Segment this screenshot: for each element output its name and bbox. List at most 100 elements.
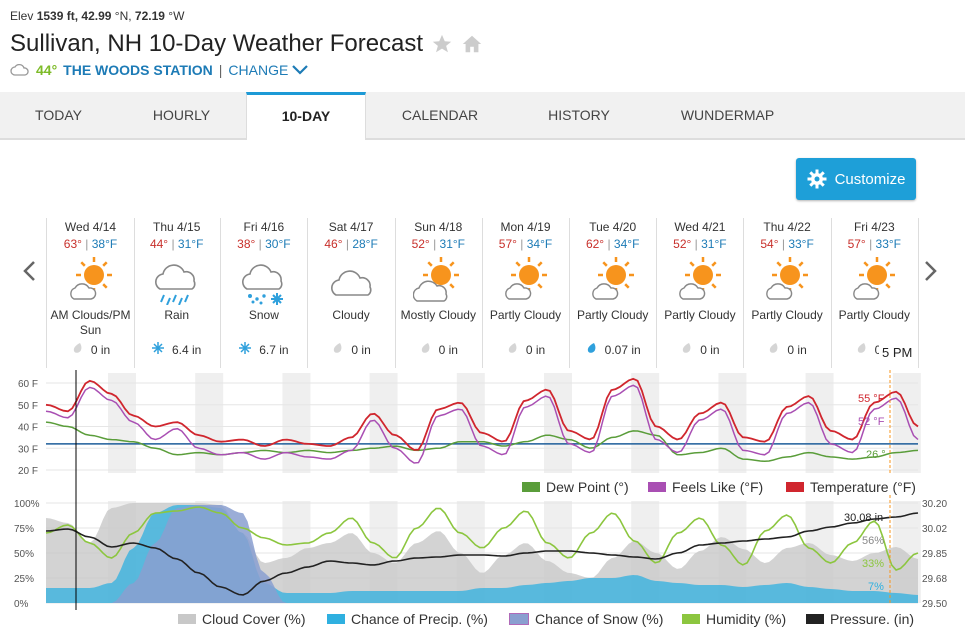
low-temp: 31°F bbox=[439, 237, 466, 251]
legend-cloud-cover[interactable]: Cloud Cover (%) bbox=[178, 611, 305, 627]
hover-value: 26 ° bbox=[866, 449, 886, 461]
prev-arrow-icon[interactable] bbox=[22, 258, 36, 289]
legend-swatch bbox=[327, 614, 345, 624]
day-temps: 57° | 34°F bbox=[498, 237, 553, 251]
y-tick-label-left: 0% bbox=[14, 599, 29, 610]
time-badge: 5 PM bbox=[879, 345, 916, 360]
day-name: Tue 4/20 bbox=[589, 220, 637, 234]
legend-feels-like[interactable]: Feels Like (°F) bbox=[648, 479, 763, 495]
raindrop-icon bbox=[680, 342, 692, 357]
legend-swatch bbox=[786, 482, 804, 492]
precip-value: 0 in bbox=[90, 342, 111, 357]
legend-label: Chance of Precip. (%) bbox=[351, 611, 488, 627]
day-card[interactable]: Thu 4/15 44° | 31°F Rain 6.4 in bbox=[133, 218, 222, 368]
day-strip: Wed 4/14 63° | 38°F AM Clouds/PM Sun 0 in Th… bbox=[46, 218, 919, 368]
day-card[interactable]: Wed 4/14 63° | 38°F AM Clouds/PM Sun 0 in bbox=[46, 218, 135, 368]
y-tick-label-left: 50% bbox=[14, 549, 34, 560]
gear-icon bbox=[807, 169, 827, 189]
star-icon[interactable] bbox=[431, 33, 453, 55]
legend-chance-snow[interactable]: Chance of Snow (%) bbox=[509, 611, 663, 627]
y-tick-label-left: 25% bbox=[14, 574, 34, 585]
change-label: CHANGE bbox=[228, 62, 289, 78]
legend-label: Dew Point (°) bbox=[546, 479, 629, 495]
day-temps: 63° | 38°F bbox=[63, 237, 118, 251]
day-temps: 46° | 28°F bbox=[324, 237, 378, 251]
low-temp: 34°F bbox=[526, 237, 553, 251]
tab-today[interactable]: TODAY bbox=[35, 107, 82, 123]
y-tick-label-right: 29.50 bbox=[922, 599, 947, 610]
raindrop-icon bbox=[71, 342, 83, 357]
condition-text: Partly Cloudy bbox=[751, 308, 823, 322]
hover-value: 7% bbox=[868, 581, 884, 593]
day-name: Fri 4/16 bbox=[243, 220, 285, 234]
legend-label: Chance of Snow (%) bbox=[535, 611, 664, 627]
station-row: 44° THE WOODS STATION | CHANGE bbox=[10, 62, 309, 78]
partly-cloudy-icon bbox=[853, 257, 896, 300]
home-icon[interactable] bbox=[461, 33, 483, 55]
day-card[interactable]: Wed 4/21 52° | 31°F Partly Cloudy 0 in bbox=[656, 218, 745, 368]
tab-wundermap[interactable]: WUNDERMAP bbox=[680, 107, 775, 123]
legend-label: Humidity (%) bbox=[706, 611, 787, 627]
legend-dew-point[interactable]: Dew Point (°) bbox=[522, 479, 629, 495]
precip-amount: 0 in bbox=[482, 342, 569, 357]
y-tick-label-left: 100% bbox=[14, 499, 40, 510]
high-temp: 62° bbox=[585, 237, 605, 251]
high-temp: 46° bbox=[324, 237, 343, 251]
precip-amount: 6.4 in bbox=[133, 342, 220, 357]
snow-icon bbox=[241, 264, 283, 305]
raindrop-icon bbox=[506, 342, 518, 357]
day-card[interactable]: Tue 4/20 62° | 34°F Partly Cloudy 0.07 in bbox=[569, 218, 658, 368]
legend-chance-precip[interactable]: Chance of Precip. (%) bbox=[327, 611, 488, 627]
day-name: Wed 4/14 bbox=[64, 220, 117, 234]
legend-humidity[interactable]: Humidity (%) bbox=[682, 611, 786, 627]
low-temp: 28°F bbox=[352, 237, 378, 251]
conditions-chart[interactable]: 100% 30.20 75% 30.02 50% 29.85 25% 29.68 0% 29.50… bbox=[0, 495, 965, 610]
partly-cloudy-icon bbox=[591, 257, 634, 300]
y-tick-label: 60 F bbox=[18, 379, 38, 390]
precip-value: 0.07 in bbox=[604, 342, 641, 357]
day-name: Sun 4/18 bbox=[414, 220, 463, 234]
day-name: Mon 4/19 bbox=[500, 220, 551, 234]
raindrop-icon bbox=[855, 342, 867, 357]
legend-temperature[interactable]: Temperature (°F) bbox=[786, 479, 916, 495]
legend-swatch bbox=[509, 613, 529, 625]
day-card[interactable]: Sat 4/17 46° | 28°F Cloudy 0 in bbox=[308, 218, 396, 368]
day-temps: 57° | 33°F bbox=[847, 237, 902, 251]
temperature-chart[interactable]: 60 F 50 F 40 F 30 F 20 F 55 °F 52 °F 26 ° bbox=[0, 370, 965, 495]
raindrop-icon bbox=[585, 342, 597, 357]
tab-calendar[interactable]: CALENDAR bbox=[401, 107, 479, 123]
customize-button[interactable]: Customize bbox=[796, 158, 916, 200]
station-separator: | bbox=[218, 62, 223, 78]
y-tick-label-right: 30.20 bbox=[922, 499, 947, 510]
high-temp: 52° bbox=[411, 237, 430, 251]
legend-label: Feels Like (°F) bbox=[672, 479, 764, 495]
legend-swatch bbox=[648, 482, 666, 492]
hover-value: 55 °F bbox=[858, 393, 885, 405]
tab-hourly[interactable]: HOURLY bbox=[152, 107, 211, 123]
low-temp: 31°F bbox=[701, 237, 727, 251]
next-arrow-icon[interactable] bbox=[924, 258, 938, 289]
legend-swatch bbox=[682, 614, 700, 624]
raindrop-icon bbox=[331, 342, 343, 357]
station-name[interactable]: THE WOODS STATION bbox=[63, 62, 213, 78]
customize-label: Customize bbox=[834, 170, 906, 188]
day-card[interactable]: Fri 4/16 38° | 30°F Snow 6.7 in bbox=[220, 218, 309, 368]
cloudy-icon bbox=[331, 270, 372, 296]
legend-label: Temperature (°F) bbox=[810, 479, 916, 495]
change-station-link[interactable]: CHANGE bbox=[228, 62, 309, 78]
day-card[interactable]: Thu 4/22 54° | 33°F Partly Cloudy 0 in bbox=[744, 218, 832, 368]
night-shade bbox=[892, 373, 921, 473]
elev-value: 1539 ft, bbox=[36, 9, 79, 23]
snowflake-icon bbox=[152, 342, 164, 357]
condition-text: Partly Cloudy bbox=[664, 308, 736, 322]
dew-point-line bbox=[45, 421, 919, 463]
tab-history[interactable]: HISTORY bbox=[548, 107, 610, 123]
day-temps: 38° | 30°F bbox=[237, 237, 291, 251]
condition-text: AM Clouds/PM Sun bbox=[50, 308, 131, 337]
precip-value: 0 in bbox=[787, 342, 807, 357]
precip-amount: 0 in bbox=[744, 342, 831, 357]
tab-10-day[interactable]: 10-DAY bbox=[246, 92, 366, 140]
legend-pressure[interactable]: Pressure. (in) bbox=[806, 611, 914, 627]
day-card[interactable]: Mon 4/19 57° | 34°F Partly Cloudy 0 in bbox=[482, 218, 570, 368]
day-card[interactable]: Sun 4/18 52° | 31°F Mostly Cloudy 0 in bbox=[395, 218, 483, 368]
